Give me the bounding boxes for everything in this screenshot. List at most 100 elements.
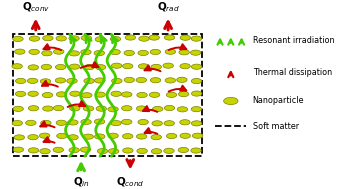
Circle shape: [70, 91, 80, 96]
Circle shape: [191, 121, 202, 126]
Circle shape: [56, 36, 66, 41]
Circle shape: [56, 64, 66, 70]
Circle shape: [94, 119, 105, 124]
Circle shape: [191, 78, 202, 84]
Circle shape: [68, 120, 78, 125]
Circle shape: [164, 121, 175, 126]
Circle shape: [28, 135, 38, 140]
Circle shape: [29, 36, 40, 41]
Circle shape: [137, 148, 147, 153]
Circle shape: [137, 92, 147, 98]
Circle shape: [95, 65, 106, 70]
Circle shape: [69, 51, 79, 56]
Circle shape: [28, 106, 39, 111]
Circle shape: [149, 35, 159, 40]
Circle shape: [177, 107, 188, 112]
Circle shape: [53, 105, 64, 111]
Circle shape: [180, 133, 191, 138]
Circle shape: [192, 133, 203, 138]
Circle shape: [68, 135, 78, 140]
Circle shape: [81, 35, 92, 41]
Circle shape: [179, 50, 189, 55]
Circle shape: [122, 134, 133, 139]
Circle shape: [112, 78, 122, 84]
Circle shape: [152, 121, 162, 126]
Circle shape: [136, 77, 146, 83]
Circle shape: [53, 49, 64, 54]
Circle shape: [121, 92, 132, 97]
Circle shape: [53, 147, 64, 153]
Circle shape: [121, 119, 132, 125]
Text: $\mathbf{Q}_{\mathit{conv}}$: $\mathbf{Q}_{\mathit{conv}}$: [22, 0, 50, 14]
Text: $\mathbf{Q}_{\mathit{in}}$: $\mathbf{Q}_{\mathit{in}}$: [73, 176, 90, 189]
Text: Thermal dissipation: Thermal dissipation: [253, 68, 332, 77]
Circle shape: [82, 93, 92, 98]
Circle shape: [167, 133, 177, 139]
Circle shape: [124, 50, 134, 56]
Circle shape: [164, 35, 175, 40]
Circle shape: [95, 37, 105, 42]
Circle shape: [40, 149, 50, 154]
Circle shape: [13, 147, 24, 152]
Circle shape: [14, 135, 25, 140]
Circle shape: [192, 64, 202, 69]
Circle shape: [29, 49, 39, 54]
Text: Nanoparticle: Nanoparticle: [253, 96, 304, 105]
Circle shape: [178, 91, 189, 97]
Circle shape: [166, 92, 177, 97]
Circle shape: [136, 134, 147, 139]
Circle shape: [224, 97, 238, 105]
Circle shape: [83, 134, 93, 139]
Circle shape: [70, 106, 80, 111]
Circle shape: [67, 78, 77, 84]
Circle shape: [97, 149, 108, 154]
Circle shape: [191, 107, 202, 112]
Circle shape: [109, 149, 119, 154]
Circle shape: [56, 120, 67, 125]
Circle shape: [165, 78, 176, 83]
Circle shape: [139, 36, 149, 41]
Circle shape: [27, 78, 38, 84]
Circle shape: [56, 92, 67, 97]
Circle shape: [95, 92, 105, 97]
Circle shape: [163, 63, 174, 68]
Circle shape: [15, 91, 26, 96]
Circle shape: [57, 133, 67, 139]
Circle shape: [121, 106, 132, 111]
Circle shape: [136, 106, 147, 111]
Circle shape: [28, 91, 39, 96]
Circle shape: [165, 49, 176, 54]
Circle shape: [84, 78, 94, 84]
Circle shape: [150, 78, 161, 83]
Circle shape: [164, 148, 174, 153]
Circle shape: [111, 121, 121, 126]
Circle shape: [180, 35, 191, 40]
Circle shape: [41, 64, 52, 70]
Circle shape: [81, 147, 91, 152]
Circle shape: [122, 64, 133, 69]
Text: $\mathbf{Q}_{\mathit{rad}}$: $\mathbf{Q}_{\mathit{rad}}$: [156, 0, 180, 14]
Circle shape: [15, 49, 25, 54]
Circle shape: [192, 91, 202, 96]
Circle shape: [26, 120, 36, 125]
Circle shape: [110, 36, 121, 42]
Circle shape: [177, 77, 187, 82]
Circle shape: [55, 78, 66, 83]
Circle shape: [43, 106, 53, 111]
Circle shape: [151, 149, 162, 154]
Circle shape: [84, 65, 94, 70]
Circle shape: [123, 148, 133, 153]
Bar: [13, 34, 202, 156]
Circle shape: [111, 63, 122, 68]
Circle shape: [96, 106, 107, 111]
Circle shape: [180, 64, 190, 69]
Text: Resonant irradiation: Resonant irradiation: [253, 36, 334, 45]
Circle shape: [151, 64, 161, 70]
Circle shape: [138, 50, 149, 56]
Circle shape: [69, 36, 79, 41]
Circle shape: [69, 148, 79, 153]
Circle shape: [16, 78, 26, 84]
Circle shape: [152, 106, 163, 112]
Circle shape: [42, 92, 53, 98]
Circle shape: [111, 91, 121, 96]
